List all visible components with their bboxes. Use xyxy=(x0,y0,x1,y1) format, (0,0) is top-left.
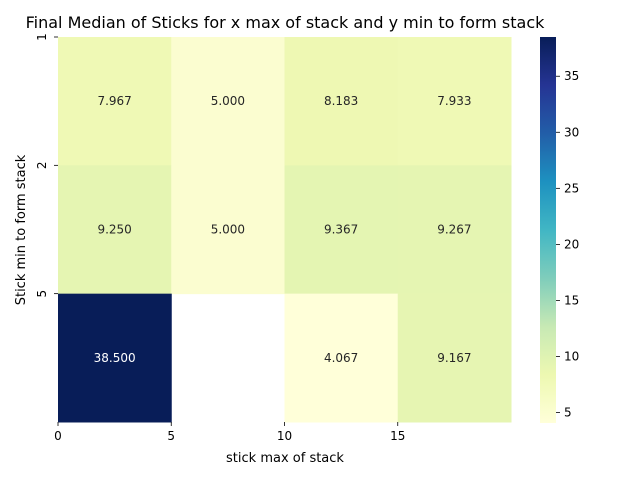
chart-title: Final Median of Sticks for x max of stac… xyxy=(26,13,546,32)
cell-value-label: 9.367 xyxy=(324,222,358,236)
colorbar-tick-label: 15 xyxy=(564,293,579,307)
cell-value-label: 9.250 xyxy=(97,222,131,236)
cell-value-label: 9.167 xyxy=(437,351,471,365)
heatmap-axes: 0 5 10 15 1 2 5 xyxy=(35,33,405,443)
heatmap-cell xyxy=(284,37,399,166)
y-axis-label: Stick min to form stack xyxy=(14,154,29,305)
cell-value-label: 4.067 xyxy=(324,351,358,365)
heatmap-cell xyxy=(58,165,172,295)
heatmap-cell xyxy=(58,293,172,423)
cell-value-label: 9.267 xyxy=(437,222,471,236)
heatmap-cell xyxy=(58,37,172,166)
cell-value-label: 38.500 xyxy=(94,351,136,365)
heatmap-cell xyxy=(284,165,399,295)
x-axis-label: stick max of stack xyxy=(226,451,344,466)
colorbar: 5 10 15 20 25 30 35 xyxy=(540,37,579,423)
heatmap-cell xyxy=(397,293,512,423)
colorbar-tick-label: 10 xyxy=(564,349,579,363)
heatmap-cell xyxy=(397,165,512,295)
heatmap-cell xyxy=(284,293,399,423)
cell-value-label: 5.000 xyxy=(211,222,245,236)
cell-value-label: 7.967 xyxy=(97,94,131,108)
colorbar-tick-label: 20 xyxy=(564,237,579,251)
cell-value-label: 5.000 xyxy=(211,94,245,108)
colorbar-tick-label: 35 xyxy=(564,69,579,83)
colorbar-gradient xyxy=(540,37,556,423)
x-tick-label: 5 xyxy=(167,429,175,443)
heatmap-cell xyxy=(171,165,285,295)
y-tick-label: 2 xyxy=(35,162,49,170)
y-tick-label: 1 xyxy=(35,33,49,41)
y-tick-label: 5 xyxy=(35,290,49,298)
heatmap-cell xyxy=(171,37,285,166)
colorbar-tick-label: 30 xyxy=(564,125,579,139)
x-tick-label: 15 xyxy=(390,429,405,443)
cell-value-label: 7.933 xyxy=(437,94,471,108)
heatmap-cell xyxy=(397,37,512,166)
colorbar-tick-label: 5 xyxy=(564,406,572,420)
cell-value-label: 8.183 xyxy=(324,94,358,108)
heatmap-cells: 7.967 5.000 8.183 7.933 9.250 5.000 9.367 9.267… xyxy=(58,37,512,423)
colorbar-tick-label: 25 xyxy=(564,181,579,195)
x-tick-label: 10 xyxy=(277,429,292,443)
x-tick-label: 0 xyxy=(54,429,62,443)
